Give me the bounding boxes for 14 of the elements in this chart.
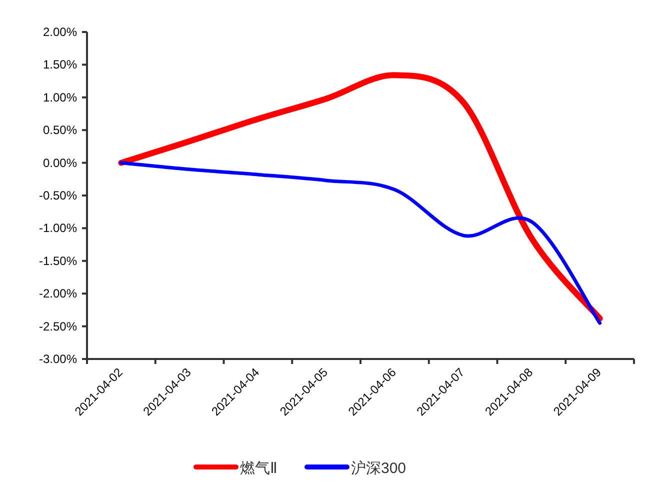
y-tick-label: -2.00% xyxy=(38,286,78,301)
y-tick-label: 0.50% xyxy=(42,123,78,138)
y-tick-label: 1.50% xyxy=(42,58,78,72)
line-series xyxy=(119,161,602,325)
y-tick-label: 1.00% xyxy=(42,90,78,104)
y-tick-label: -0.50% xyxy=(38,188,78,202)
y-tick-label: -1.50% xyxy=(38,254,78,268)
legend-label: 燃气Ⅱ xyxy=(240,460,277,477)
y-tick-label: -1.00% xyxy=(38,221,78,236)
y-tick-label: -3.00% xyxy=(38,352,78,366)
legend-label: 沪深300 xyxy=(351,460,406,477)
y-tick-label: 2.00% xyxy=(42,25,78,39)
y-tick-label: -2.50% xyxy=(38,319,78,334)
y-tick-label: 0.00% xyxy=(42,156,78,170)
